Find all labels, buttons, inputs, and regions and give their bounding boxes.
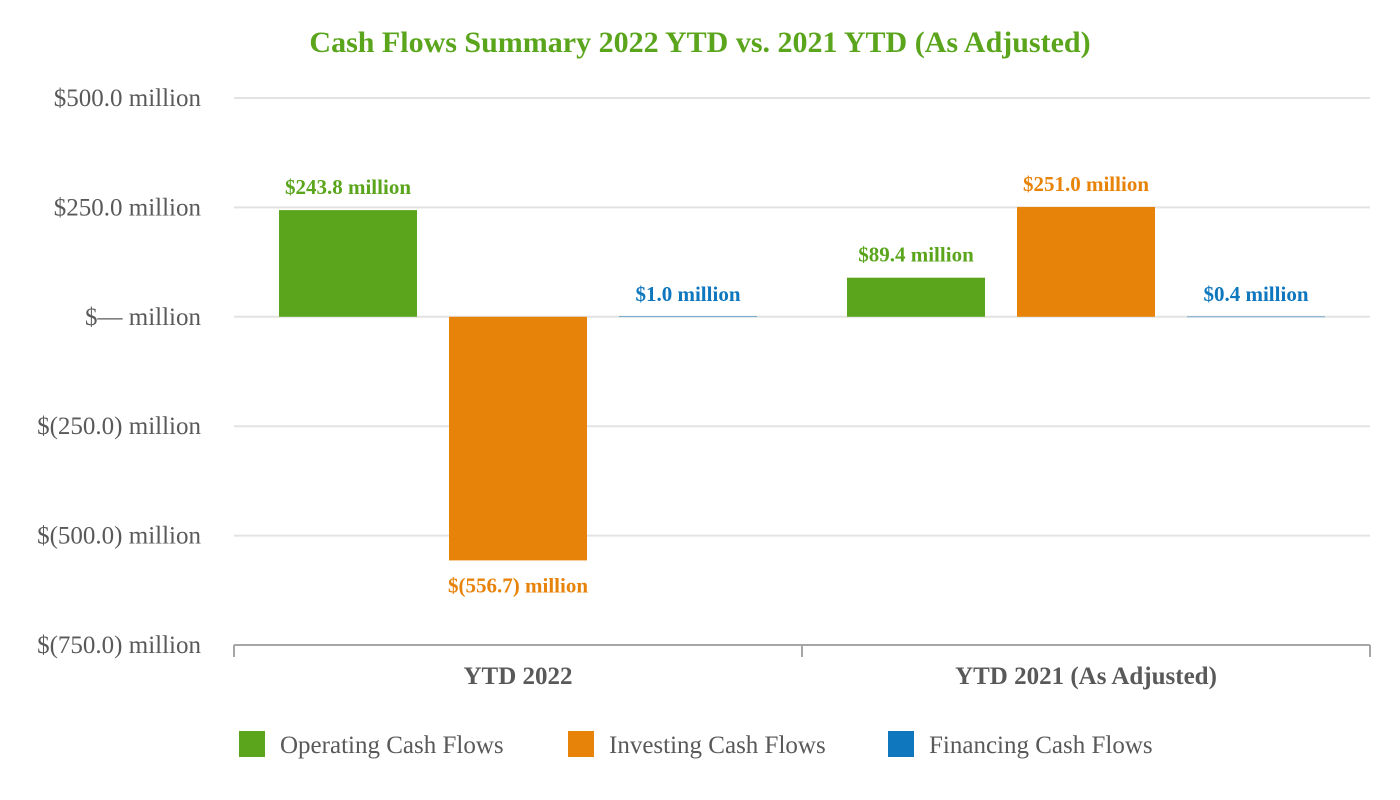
- y-tick-label: $250.0 million: [54, 194, 202, 221]
- x-category-label: YTD 2021 (As Adjusted): [955, 663, 1217, 690]
- y-tick-label: $(500.0) million: [37, 523, 201, 550]
- chart-title: Cash Flows Summary 2022 YTD vs. 2021 YTD…: [309, 26, 1090, 59]
- data-labels: $243.8 million $(556.7) million $1.0 milli…: [285, 172, 1309, 597]
- legend-label: Investing Cash Flows: [609, 732, 826, 759]
- bar: [1017, 206, 1155, 317]
- data-label: $89.4 million: [858, 243, 974, 267]
- legend-swatch: [568, 731, 594, 757]
- bar: [619, 316, 757, 317]
- y-tick-label: $— million: [85, 304, 201, 331]
- legend-swatch: [239, 731, 265, 757]
- y-axis-tick-labels: $500.0 million $250.0 million $— million $(…: [37, 85, 201, 659]
- data-label: $243.8 million: [285, 175, 411, 199]
- legend-label: Operating Cash Flows: [280, 732, 504, 759]
- bars: [279, 206, 1325, 561]
- bar: [279, 210, 417, 317]
- bar: [1187, 316, 1325, 318]
- bar: [449, 316, 587, 561]
- y-tick-label: $500.0 million: [54, 85, 202, 112]
- bar: [847, 277, 985, 317]
- data-label: $(556.7) million: [448, 573, 588, 597]
- legend: Operating Cash Flows Investing Cash Flows…: [239, 731, 1153, 759]
- y-tick-label: $(250.0) million: [37, 413, 201, 440]
- data-label: $0.4 million: [1203, 282, 1308, 306]
- data-label: $1.0 million: [635, 282, 740, 306]
- legend-label: Financing Cash Flows: [929, 732, 1153, 759]
- data-label: $251.0 million: [1023, 172, 1149, 196]
- y-tick-label: $(750.0) million: [37, 632, 201, 659]
- legend-swatch: [888, 731, 914, 757]
- gridlines: [234, 97, 1370, 537]
- x-category-label: YTD 2022: [463, 663, 572, 690]
- x-axis: YTD 2022 YTD 2021 (As Adjusted): [233, 644, 1371, 690]
